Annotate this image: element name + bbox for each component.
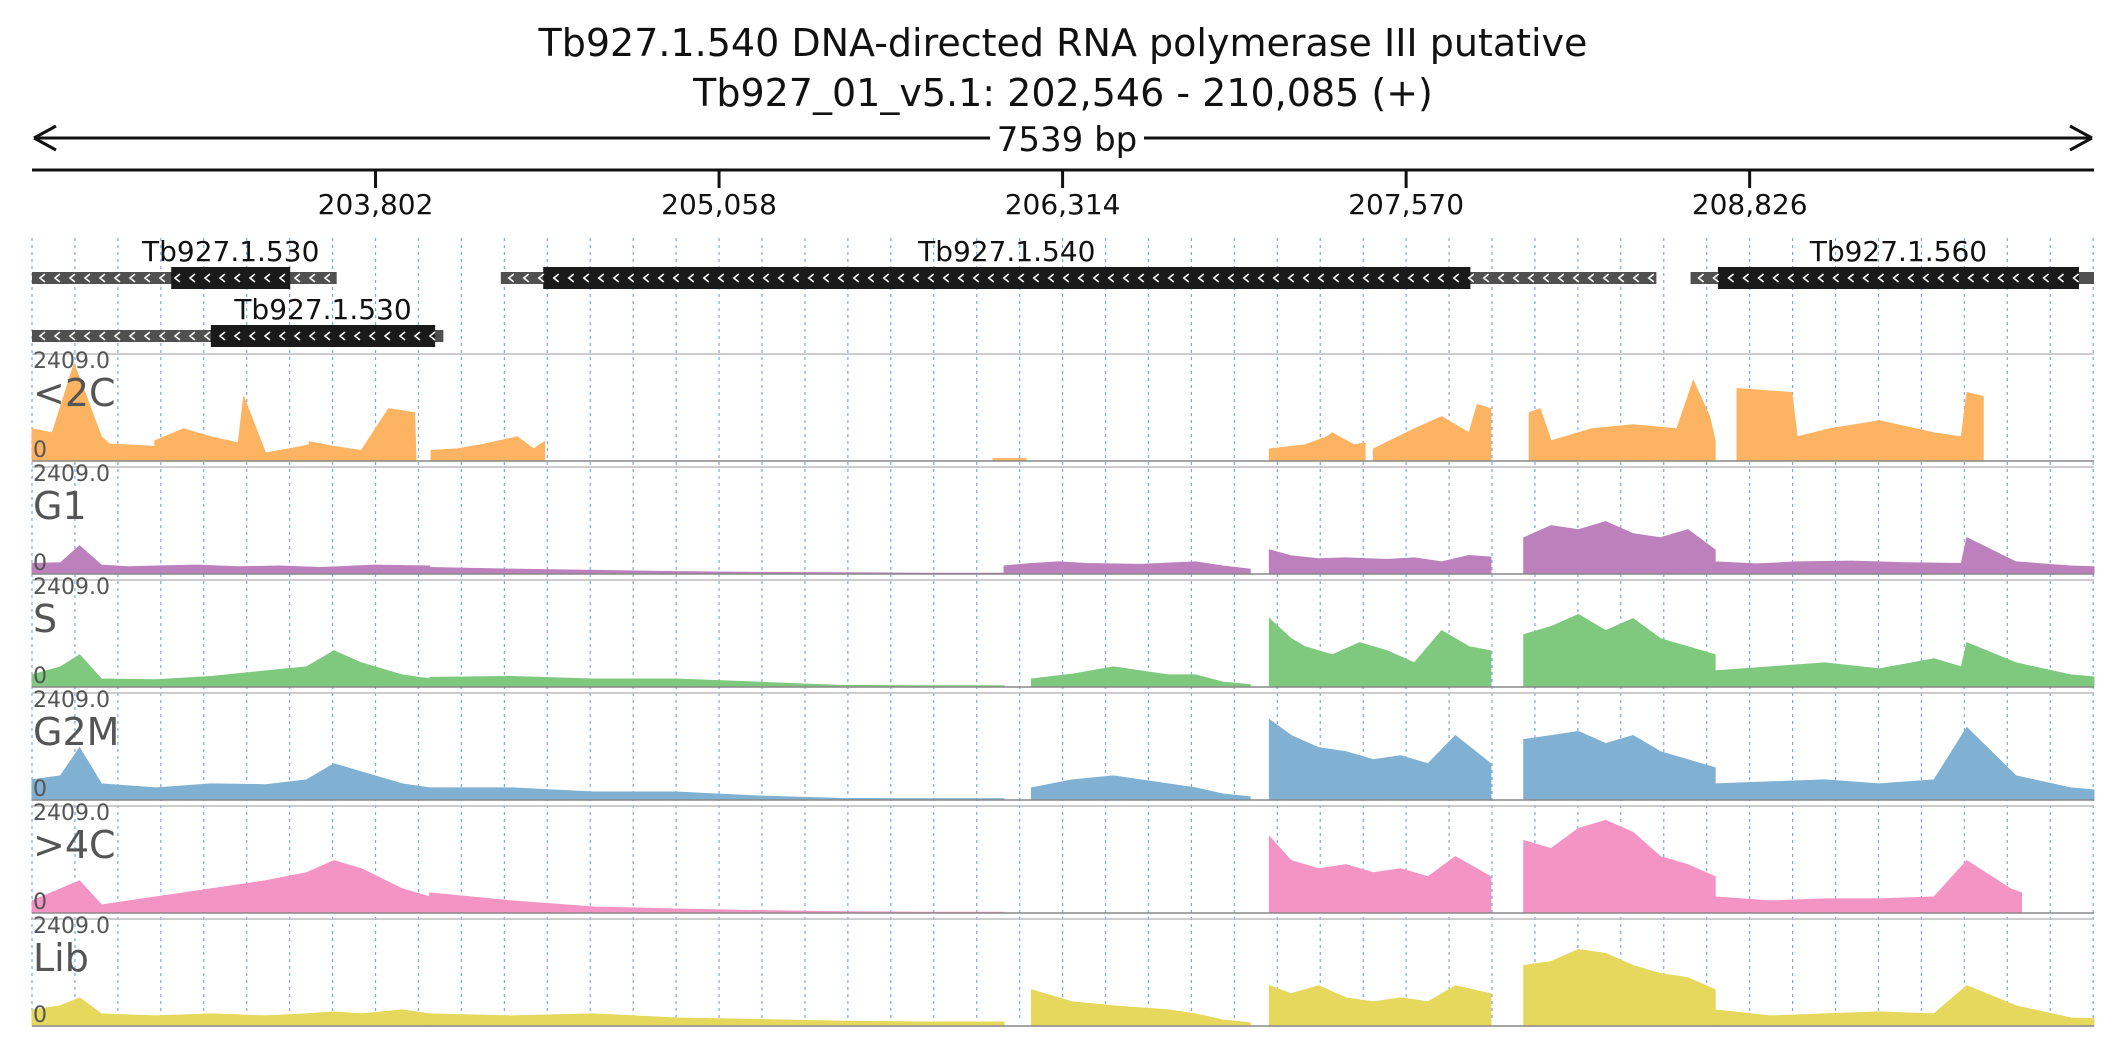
track-max-label: 2409.0 <box>33 688 110 713</box>
gene-feature[interactable]: Tb927.1.560 <box>1690 235 2094 289</box>
track-name-label: Lib <box>33 936 89 980</box>
coverage-area <box>429 567 1005 575</box>
span-length-label: 7539 bp <box>997 120 1138 160</box>
track-name-label: <2C <box>33 371 116 415</box>
coverage-track: 2409.0<2C 0 <box>31 349 2094 463</box>
coverage-area <box>1268 718 1492 801</box>
track-max-label: 2409.0 <box>33 349 110 374</box>
coverage-area <box>1714 642 2095 688</box>
gene-label: Tb927.1.560 <box>1809 235 1987 268</box>
span-arrow-right-head <box>2069 124 2093 152</box>
coverage-area <box>1523 731 1716 801</box>
gene-label: Tb927.1.530 <box>233 293 411 326</box>
coverage-area <box>1523 948 1716 1027</box>
coverage-area <box>31 746 431 801</box>
coverage-area <box>1714 860 2023 914</box>
coverage-area <box>1714 537 2095 575</box>
ruler-tick-label: 206,314 <box>1005 188 1121 221</box>
ruler-tick-label: 205,058 <box>661 188 777 221</box>
coverage-track: 2409.0>4C 0 <box>31 801 2094 915</box>
coverage-area <box>1268 985 1492 1027</box>
gene-label: Tb927.1.530 <box>141 235 319 268</box>
gene-feature[interactable]: Tb927.1.530 <box>32 293 444 347</box>
coverage-area <box>31 650 431 688</box>
ruler-tick-label: 208,826 <box>1692 188 1808 221</box>
track-name-label: G2M <box>33 710 119 754</box>
gene-feature[interactable]: Tb927.1.530 <box>32 235 337 289</box>
coverage-area <box>154 396 310 462</box>
track-min-label: 0 <box>33 664 47 689</box>
track-name-label: S <box>33 597 57 641</box>
ruler-tick-label: 207,570 <box>1348 188 1464 221</box>
coverage-area <box>430 436 546 462</box>
coverage-area <box>429 1013 1005 1027</box>
track-max-label: 2409.0 <box>33 462 110 487</box>
coverage-area <box>31 545 431 575</box>
coverage-area <box>1714 726 2095 801</box>
track-max-label: 2409.0 <box>33 801 110 826</box>
coverage-area <box>1003 561 1251 575</box>
coverage-area <box>429 787 1005 801</box>
strand-arrows <box>38 273 331 283</box>
track-min-label: 0 <box>33 438 47 463</box>
strand-arrows <box>38 331 436 341</box>
coverage-area <box>1030 666 1251 688</box>
gene-cds <box>210 325 436 347</box>
coverage-area <box>1523 819 1716 914</box>
figure-title: Tb927.1.540 DNA-directed RNA polymerase … <box>538 21 1588 65</box>
track-min-label: 0 <box>33 551 47 576</box>
coverage-area <box>1268 432 1366 462</box>
coverage-area <box>1714 985 2095 1027</box>
coverage-area <box>308 408 432 462</box>
coverage-area <box>1372 404 1492 462</box>
coverage-area <box>1268 835 1492 914</box>
track-min-label: 0 <box>33 890 47 915</box>
gene-annotation-track: Tb927.1.530 Tb927.1.530 Tb927.1.540 Tb927.1… <box>32 235 2094 347</box>
span-arrow-left-head <box>33 124 57 152</box>
gene-label: Tb927.1.540 <box>917 235 1095 268</box>
coverage-area <box>31 997 431 1027</box>
track-max-label: 2409.0 <box>33 575 110 600</box>
coverage-tracks: 2409.0<2C02409.0G102409.0S02409.0G2M0240… <box>31 349 2095 1028</box>
strand-arrows <box>1697 273 2080 283</box>
coverage-area <box>429 676 1005 688</box>
track-name-label: G1 <box>33 484 87 528</box>
coverage-area <box>1268 617 1492 688</box>
region-subtitle: Tb927_01_v5.1: 202,546 - 210,085 (+) <box>692 71 1433 115</box>
coverage-track: 2409.0G1 0 <box>31 462 2095 576</box>
coverage-area <box>1523 613 1716 688</box>
coverage-area <box>1268 549 1492 575</box>
coverage-area <box>1528 379 1716 462</box>
coverage-area <box>1736 387 1984 462</box>
ruler-tick-label: 203,802 <box>318 188 434 221</box>
gene-cds <box>543 267 1471 289</box>
coverage-area <box>1030 775 1251 801</box>
gene-cds <box>1717 267 2079 289</box>
strand-arrows <box>507 273 1655 283</box>
coverage-area <box>1523 521 1716 575</box>
track-max-label: 2409.0 <box>33 914 110 939</box>
track-name-label: >4C <box>33 823 116 867</box>
gene-cds <box>171 267 291 289</box>
track-min-label: 0 <box>33 1003 47 1028</box>
span-arrow: 7539 bp <box>33 120 2093 160</box>
coordinate-ruler: 203,802 205,058 206,314 207,570 208,826 <box>32 168 2094 221</box>
coverage-track: 2409.0S 0 <box>31 575 2095 689</box>
coverage-area <box>429 892 1005 914</box>
gene-feature[interactable]: Tb927.1.540 <box>500 235 1657 289</box>
track-min-label: 0 <box>33 777 47 802</box>
coverage-area <box>1030 989 1251 1027</box>
coverage-area <box>31 860 431 914</box>
